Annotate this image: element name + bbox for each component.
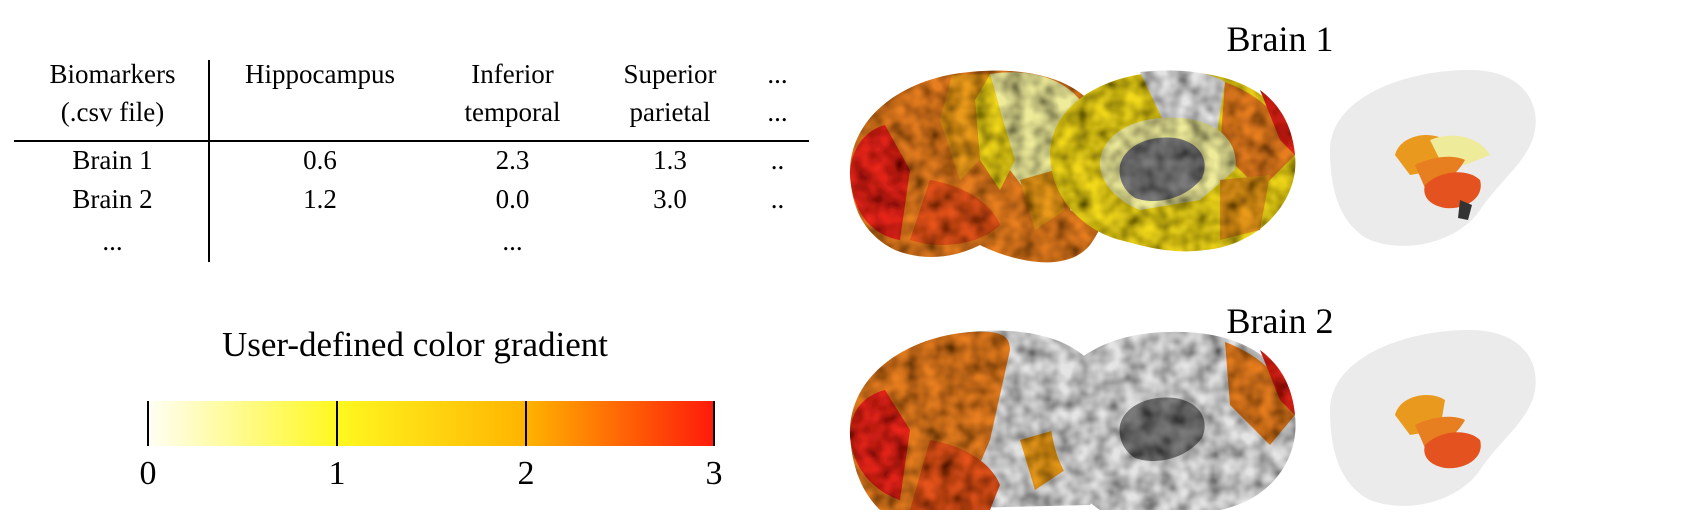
table-cell: 3.0 [653,184,687,214]
header-line: Superior [623,59,717,89]
table-column-rule [208,60,210,262]
table-cell: 1.2 [303,184,337,214]
header-line: ... [767,59,788,89]
brain-2-title: Brain 2 [1226,301,1334,341]
gradient-tick-label: 1 [328,455,346,492]
table-cell: .. [770,145,785,175]
gradient-tick-label: 2 [517,455,535,492]
header-line: parietal [629,97,711,127]
brain-1-medial-view [1050,70,1296,252]
table-cell: 0.0 [495,184,530,214]
gradient-tick [713,401,715,446]
brain-1-title: Brain 1 [1226,19,1334,59]
brain-illustrations [849,70,1536,510]
header-line: Hippocampus [245,59,395,89]
gradient-tick-label: 3 [705,455,723,492]
gradient-title: User-defined color gradient [221,325,609,364]
brain-2-subcortical-view [1330,330,1536,506]
header-line: temporal [464,97,561,127]
table-cell: Brain 1 [72,145,153,175]
col-header-biomarkers: Biomarkers (.csv file) [20,55,205,131]
table-header-rule [14,140,809,142]
col-header-more: ... ... [755,55,800,131]
gradient-tick-label: 0 [139,455,157,492]
table-cell: 2.3 [495,145,530,175]
gradient-tick [525,401,527,446]
col-header-inferior-temporal: Inferior temporal [440,55,585,131]
table-cell: .. [770,184,785,214]
table-cell: ... [102,226,123,256]
table-cell: ... [502,226,523,256]
table-cell: 0.6 [303,145,337,175]
brain-2-medial-view [1050,331,1296,510]
header-line: Biomarkers [49,59,176,89]
brain-2-lateral-view [849,330,1114,510]
col-header-superior-parietal: Superior parietal [600,55,740,131]
table-cell: 1.3 [653,145,687,175]
gradient-bar [148,401,714,446]
gradient-tick [147,401,149,446]
table-cell: Brain 2 [72,184,153,214]
gradient-tick [336,401,338,446]
header-line: ... [767,97,788,127]
col-header-hippocampus: Hippocampus [215,55,425,93]
brain-1-subcortical-view [1330,70,1536,246]
header-line: Inferior [471,59,554,89]
header-line: (.csv file) [60,97,165,127]
